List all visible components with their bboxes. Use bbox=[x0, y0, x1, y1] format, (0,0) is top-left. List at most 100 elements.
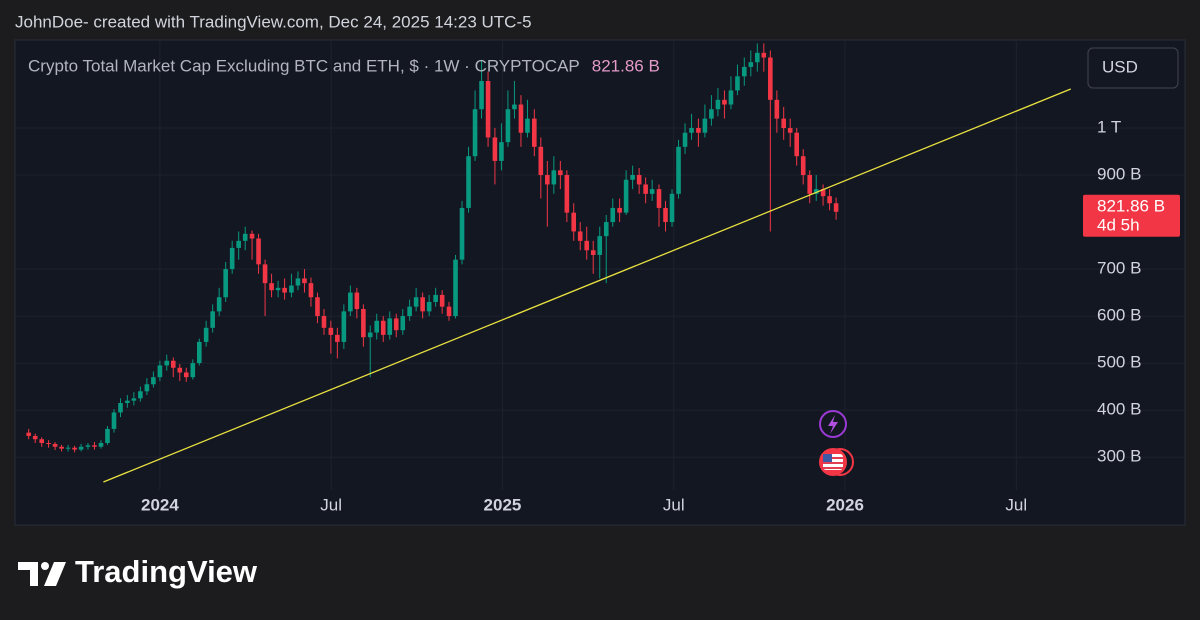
candle-body bbox=[354, 292, 360, 310]
candle-body bbox=[532, 118, 537, 147]
title-last-price: 821.86 B bbox=[592, 56, 660, 75]
candle-body bbox=[558, 170, 563, 176]
candle-body bbox=[170, 360, 176, 368]
logo-mark bbox=[18, 562, 38, 586]
candle-body bbox=[551, 170, 557, 185]
candle-body bbox=[46, 442, 51, 444]
candle-body bbox=[256, 238, 261, 265]
candles bbox=[26, 43, 839, 453]
candle-body bbox=[420, 297, 425, 312]
candle-body bbox=[577, 231, 583, 241]
candle-body bbox=[413, 297, 419, 307]
candle-body bbox=[302, 278, 307, 284]
candle-body bbox=[617, 207, 622, 213]
candle-body bbox=[400, 316, 406, 331]
candle-body bbox=[249, 233, 255, 239]
lightning-icon bbox=[828, 415, 838, 434]
candle-body bbox=[741, 66, 747, 77]
candle-body bbox=[111, 412, 117, 429]
candle-body bbox=[125, 400, 130, 404]
currency-button[interactable] bbox=[1087, 47, 1179, 89]
candle-body bbox=[499, 142, 504, 161]
candle-body bbox=[59, 446, 64, 449]
candle-body bbox=[689, 128, 694, 133]
candle-body bbox=[269, 283, 274, 291]
candle-body bbox=[216, 297, 222, 312]
candle-body bbox=[203, 327, 209, 342]
flag-stripe bbox=[823, 462, 843, 464]
candle-body bbox=[492, 137, 498, 161]
candle-body bbox=[144, 384, 150, 392]
candle-body bbox=[236, 240, 241, 248]
candle-body bbox=[709, 109, 714, 119]
y-tick-label: 1 T bbox=[1097, 118, 1121, 137]
candle-body bbox=[85, 445, 91, 447]
candle-body bbox=[610, 207, 616, 223]
flag-stripe bbox=[823, 457, 843, 459]
flag-canton bbox=[823, 454, 832, 462]
candle-body bbox=[715, 99, 721, 110]
currency-label[interactable]: USD bbox=[1102, 57, 1138, 76]
candle-body bbox=[52, 443, 58, 447]
candle-body bbox=[820, 189, 826, 197]
flag-stripe bbox=[823, 467, 843, 469]
grid bbox=[16, 41, 1184, 490]
candle-body bbox=[387, 318, 393, 335]
candle-body bbox=[72, 447, 77, 450]
candle-body bbox=[335, 334, 340, 342]
candle-body bbox=[380, 320, 386, 335]
candle-body bbox=[597, 236, 603, 255]
candle-body bbox=[177, 367, 183, 373]
candle-body bbox=[590, 250, 596, 255]
x-tick-label: 2026 bbox=[826, 495, 864, 514]
candle-body bbox=[39, 439, 45, 443]
trendline bbox=[103, 88, 1071, 483]
last-price-label: 821.86 B bbox=[1097, 196, 1165, 215]
candle-body bbox=[656, 189, 662, 208]
x-tick-label: Jul bbox=[663, 495, 685, 514]
x-tick-label: 2025 bbox=[484, 495, 522, 514]
candle-body bbox=[426, 301, 432, 312]
candle-body bbox=[275, 287, 281, 291]
candle-body bbox=[98, 442, 104, 447]
candle-body bbox=[649, 189, 655, 194]
candle-body bbox=[229, 247, 235, 270]
chart-title: Crypto Total Market Cap Excluding BTC an… bbox=[28, 56, 580, 75]
candle-body bbox=[407, 306, 412, 317]
candle-body bbox=[105, 428, 110, 443]
candle-body bbox=[361, 309, 366, 338]
candle-body bbox=[367, 332, 373, 338]
candle-body bbox=[32, 435, 38, 440]
candle-body bbox=[315, 297, 320, 317]
candle-body bbox=[466, 156, 471, 208]
candle-body bbox=[774, 99, 780, 119]
candle-body bbox=[157, 365, 163, 378]
logo-mark bbox=[44, 562, 66, 586]
candle-body bbox=[525, 118, 530, 133]
candle-body bbox=[794, 132, 800, 157]
candle-body bbox=[755, 52, 760, 63]
x-tick-label: 2024 bbox=[141, 495, 179, 514]
candle-body bbox=[341, 311, 347, 342]
candle-body bbox=[262, 264, 268, 284]
candle-body bbox=[682, 132, 688, 147]
candle-body bbox=[643, 184, 648, 194]
candle-body bbox=[479, 81, 484, 110]
candle-body bbox=[512, 104, 517, 110]
overlay: 300 B 400 B 500 B 600 B 700 B 900 B 1 T 2024 Jul… bbox=[103, 88, 1180, 514]
candle-body bbox=[676, 146, 681, 194]
candle-body bbox=[65, 447, 71, 449]
candle-body bbox=[183, 372, 189, 378]
candle-body bbox=[827, 196, 832, 204]
candle-body bbox=[164, 360, 170, 366]
candle-body bbox=[92, 445, 97, 447]
candle-body bbox=[485, 81, 491, 138]
candle-body bbox=[623, 179, 629, 213]
candle-body bbox=[289, 285, 294, 293]
candle-body bbox=[459, 207, 465, 260]
candle-body bbox=[453, 259, 458, 317]
candle-body bbox=[636, 175, 642, 185]
candle-body bbox=[446, 306, 452, 317]
candle-body bbox=[807, 175, 813, 194]
